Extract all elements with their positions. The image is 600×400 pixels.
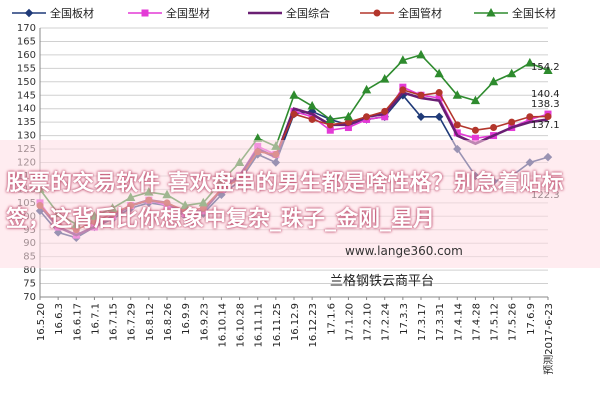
legend-label: 全国管材: [398, 6, 442, 20]
x-tick-label: 16.9.23: [199, 303, 210, 341]
y-tick-label: 155: [17, 63, 36, 74]
y-tick-label: 145: [17, 90, 36, 101]
data-point: [373, 9, 381, 17]
legend-item: 全国型材: [128, 6, 210, 20]
x-tick-label: 16.8.12: [145, 303, 156, 341]
x-tick-label: 17.1.20: [344, 303, 355, 341]
end-value-label: 154.2: [531, 62, 560, 73]
x-tick-label: 17.3.31: [435, 303, 446, 341]
x-tick-label: 16.6.3: [54, 303, 65, 335]
data-point: [470, 95, 481, 105]
x-tick-label: 16.7.1: [90, 303, 101, 335]
x-tick-label: 17.5.12: [490, 303, 501, 341]
legend-label: 全国板材: [50, 6, 94, 20]
watermark-url: www.lange360.com: [345, 244, 463, 258]
x-tick-label: 预测2017-6-23: [542, 303, 555, 375]
end-value-label: 140.4: [531, 89, 560, 100]
data-point: [416, 112, 426, 121]
data-point: [24, 8, 34, 18]
data-point: [417, 91, 425, 99]
provider-label: 兰格钢铁云商平台: [330, 274, 435, 289]
x-tick-label: 16.6.17: [72, 303, 83, 341]
end-value-label: 137.1: [531, 120, 560, 131]
x-tick-label: 16.12.9: [290, 303, 301, 341]
x-tick-label: 17.4.14: [453, 303, 464, 341]
y-tick-label: 140: [17, 104, 36, 115]
end-value-label: 138.3: [531, 99, 560, 110]
legend-item: 全国综合: [248, 6, 330, 20]
data-point: [307, 100, 317, 110]
data-point: [380, 74, 390, 83]
data-point: [452, 90, 462, 99]
data-point: [543, 65, 553, 75]
legend-label: 全国综合: [286, 6, 330, 20]
legend-label: 全国型材: [166, 6, 210, 20]
x-tick-label: 16.5.20: [36, 303, 47, 341]
data-point: [508, 118, 516, 126]
data-point: [361, 84, 372, 94]
data-point: [435, 89, 443, 97]
x-tick-label: 16.11.11: [254, 303, 265, 348]
data-point: [434, 68, 444, 78]
data-point: [289, 90, 299, 99]
data-point: [486, 7, 496, 17]
y-tick-label: 80: [23, 265, 36, 276]
data-point: [525, 57, 535, 67]
x-tick-label: 16.11.25: [272, 303, 283, 348]
legend-label: 全国长材: [512, 6, 556, 20]
x-axis: 16.5.20 16.6.3 16.6.17 16.7.1 16.7.15 16.7.29…: [36, 296, 555, 375]
data-point: [141, 9, 149, 17]
x-tick-label: 16.7.29: [127, 303, 138, 341]
headline-text: 股票的交易软件 喜欢盘串的男生都是啥性格？别急着贴标签，这背后比你想象中复杂_珠…: [6, 171, 564, 232]
data-point: [416, 49, 426, 59]
data-point: [343, 111, 354, 121]
x-tick-label: 17.3.17: [417, 303, 428, 341]
y-tick-label: 170: [17, 23, 36, 34]
y-tick-label: 165: [17, 36, 36, 47]
chart-legend: 全国板材 全国型材 全国综合 全国管材 全国长材: [12, 6, 556, 20]
data-point: [325, 114, 335, 123]
data-point: [381, 107, 389, 115]
x-tick-label: 16.10.14: [217, 303, 228, 348]
data-point: [526, 113, 534, 121]
data-point: [363, 113, 371, 121]
y-tick-label: 135: [17, 117, 36, 128]
data-point: [488, 76, 499, 86]
data-point: [507, 68, 517, 78]
x-tick-label: 17.2.24: [381, 303, 392, 341]
x-tick-label: 17.4.28: [471, 303, 482, 341]
headline-overlay: [0, 140, 600, 268]
x-tick-label: 17.2.10: [363, 303, 374, 341]
data-point: [398, 55, 408, 64]
x-tick-label: 16.10.28: [236, 303, 247, 348]
x-tick-label: 16.9.9: [181, 303, 192, 335]
x-tick-label: 16.12.23: [308, 303, 319, 348]
data-point: [453, 121, 461, 129]
data-point: [290, 110, 298, 118]
y-tick-label: 160: [17, 50, 36, 61]
x-tick-label: 17.6.9: [526, 303, 537, 335]
y-tick-label: 70: [23, 292, 36, 303]
x-tick-label: 16.7.15: [109, 303, 120, 341]
data-point: [308, 115, 316, 123]
x-tick-label: 16.8.26: [163, 303, 174, 341]
data-point: [434, 112, 444, 121]
legend-item: 全国管材: [360, 6, 442, 20]
x-tick-label: 17.5.26: [508, 303, 519, 341]
y-tick-label: 75: [23, 279, 36, 290]
x-tick-label: 17.1.6: [326, 303, 337, 335]
data-point: [544, 113, 552, 121]
x-tick-label: 17.3.3: [399, 303, 410, 335]
legend-item: 全国板材: [12, 6, 94, 20]
data-point: [471, 126, 479, 134]
y-tick-label: 130: [17, 131, 36, 142]
data-point: [399, 86, 407, 94]
data-point: [490, 124, 498, 132]
y-tick-label: 150: [17, 77, 36, 88]
legend-item: 全国长材: [474, 6, 556, 20]
